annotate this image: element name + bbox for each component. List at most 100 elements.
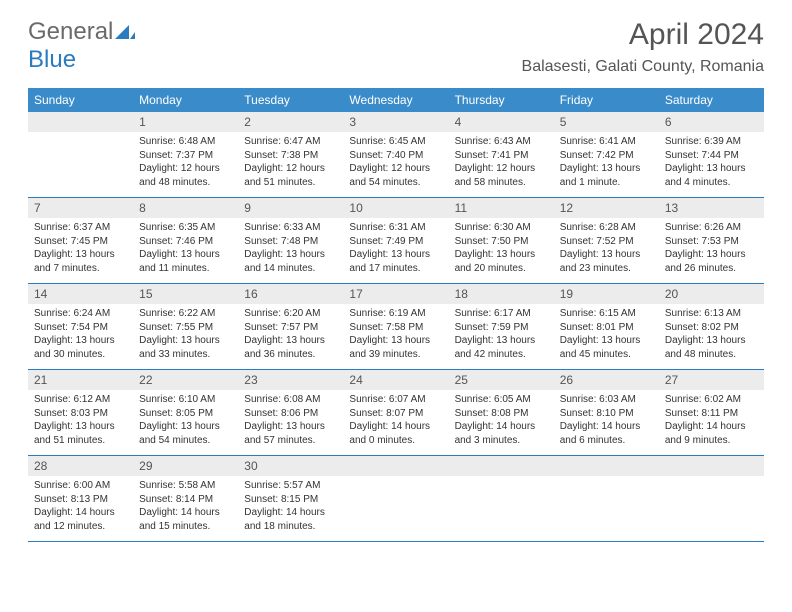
- sunrise-text: Sunrise: 6:22 AM: [139, 307, 232, 321]
- sunset-text: Sunset: 7:42 PM: [560, 149, 653, 163]
- calendar-day: 4Sunrise: 6:43 AMSunset: 7:41 PMDaylight…: [449, 112, 554, 197]
- day-number: 18: [449, 284, 554, 304]
- daylight1-text: Daylight: 14 hours: [349, 420, 442, 434]
- day-content: Sunrise: 6:10 AMSunset: 8:05 PMDaylight:…: [133, 390, 238, 455]
- calendar-day: 21Sunrise: 6:12 AMSunset: 8:03 PMDayligh…: [28, 370, 133, 455]
- day-content: Sunrise: 6:20 AMSunset: 7:57 PMDaylight:…: [238, 304, 343, 369]
- daylight1-text: Daylight: 13 hours: [665, 162, 758, 176]
- sunrise-text: Sunrise: 6:30 AM: [455, 221, 548, 235]
- sunset-text: Sunset: 7:52 PM: [560, 235, 653, 249]
- calendar-day: [28, 112, 133, 197]
- day-content: Sunrise: 6:41 AMSunset: 7:42 PMDaylight:…: [554, 132, 659, 197]
- day-number: [659, 456, 764, 476]
- sunset-text: Sunset: 7:50 PM: [455, 235, 548, 249]
- daylight1-text: Daylight: 13 hours: [244, 248, 337, 262]
- calendar-day: 27Sunrise: 6:02 AMSunset: 8:11 PMDayligh…: [659, 370, 764, 455]
- day-number: 5: [554, 112, 659, 132]
- day-content: Sunrise: 6:08 AMSunset: 8:06 PMDaylight:…: [238, 390, 343, 455]
- daylight2-text: and 12 minutes.: [34, 520, 127, 534]
- day-content: Sunrise: 6:19 AMSunset: 7:58 PMDaylight:…: [343, 304, 448, 369]
- daylight2-text: and 30 minutes.: [34, 348, 127, 362]
- sunrise-text: Sunrise: 6:12 AM: [34, 393, 127, 407]
- sunset-text: Sunset: 8:05 PM: [139, 407, 232, 421]
- sunrise-text: Sunrise: 6:31 AM: [349, 221, 442, 235]
- sunset-text: Sunset: 8:15 PM: [244, 493, 337, 507]
- daylight2-text: and 18 minutes.: [244, 520, 337, 534]
- day-content: Sunrise: 6:26 AMSunset: 7:53 PMDaylight:…: [659, 218, 764, 283]
- calendar-week: 1Sunrise: 6:48 AMSunset: 7:37 PMDaylight…: [28, 112, 764, 198]
- day-content: Sunrise: 6:43 AMSunset: 7:41 PMDaylight:…: [449, 132, 554, 197]
- day-number: 11: [449, 198, 554, 218]
- daylight1-text: Daylight: 14 hours: [34, 506, 127, 520]
- daylight2-text: and 45 minutes.: [560, 348, 653, 362]
- header: General Blue April 2024 Balasesti, Galat…: [0, 0, 792, 80]
- day-number: 7: [28, 198, 133, 218]
- sunset-text: Sunset: 7:37 PM: [139, 149, 232, 163]
- calendar-day: 22Sunrise: 6:10 AMSunset: 8:05 PMDayligh…: [133, 370, 238, 455]
- sunset-text: Sunset: 8:06 PM: [244, 407, 337, 421]
- calendar-day: 28Sunrise: 6:00 AMSunset: 8:13 PMDayligh…: [28, 456, 133, 541]
- calendar-day: 9Sunrise: 6:33 AMSunset: 7:48 PMDaylight…: [238, 198, 343, 283]
- sunrise-text: Sunrise: 6:28 AM: [560, 221, 653, 235]
- daylight1-text: Daylight: 13 hours: [139, 248, 232, 262]
- calendar-week: 14Sunrise: 6:24 AMSunset: 7:54 PMDayligh…: [28, 284, 764, 370]
- daylight1-text: Daylight: 12 hours: [349, 162, 442, 176]
- daylight1-text: Daylight: 13 hours: [665, 248, 758, 262]
- weekday-header: Sunday Monday Tuesday Wednesday Thursday…: [28, 88, 764, 112]
- calendar-day: [554, 456, 659, 541]
- location-text: Balasesti, Galati County, Romania: [522, 58, 764, 76]
- day-number: 26: [554, 370, 659, 390]
- daylight1-text: Daylight: 14 hours: [455, 420, 548, 434]
- brand-part2: Blue: [28, 46, 76, 73]
- daylight2-text: and 54 minutes.: [349, 176, 442, 190]
- sunrise-text: Sunrise: 6:35 AM: [139, 221, 232, 235]
- day-number: [449, 456, 554, 476]
- calendar-day: 20Sunrise: 6:13 AMSunset: 8:02 PMDayligh…: [659, 284, 764, 369]
- day-content: Sunrise: 6:07 AMSunset: 8:07 PMDaylight:…: [343, 390, 448, 455]
- sunset-text: Sunset: 7:41 PM: [455, 149, 548, 163]
- daylight1-text: Daylight: 13 hours: [560, 334, 653, 348]
- calendar-day: 17Sunrise: 6:19 AMSunset: 7:58 PMDayligh…: [343, 284, 448, 369]
- calendar-day: 25Sunrise: 6:05 AMSunset: 8:08 PMDayligh…: [449, 370, 554, 455]
- day-content: Sunrise: 6:03 AMSunset: 8:10 PMDaylight:…: [554, 390, 659, 455]
- day-number: 22: [133, 370, 238, 390]
- day-number: 2: [238, 112, 343, 132]
- sunset-text: Sunset: 8:07 PM: [349, 407, 442, 421]
- day-content: Sunrise: 6:30 AMSunset: 7:50 PMDaylight:…: [449, 218, 554, 283]
- daylight1-text: Daylight: 14 hours: [665, 420, 758, 434]
- calendar-day: 5Sunrise: 6:41 AMSunset: 7:42 PMDaylight…: [554, 112, 659, 197]
- daylight2-text: and 15 minutes.: [139, 520, 232, 534]
- day-number: 9: [238, 198, 343, 218]
- sunset-text: Sunset: 7:40 PM: [349, 149, 442, 163]
- day-content: [343, 476, 448, 532]
- day-number: 29: [133, 456, 238, 476]
- calendar-week: 7Sunrise: 6:37 AMSunset: 7:45 PMDaylight…: [28, 198, 764, 284]
- day-number: 15: [133, 284, 238, 304]
- daylight1-text: Daylight: 12 hours: [139, 162, 232, 176]
- sunrise-text: Sunrise: 6:41 AM: [560, 135, 653, 149]
- calendar-day: 26Sunrise: 6:03 AMSunset: 8:10 PMDayligh…: [554, 370, 659, 455]
- calendar-day: 14Sunrise: 6:24 AMSunset: 7:54 PMDayligh…: [28, 284, 133, 369]
- daylight2-text: and 54 minutes.: [139, 434, 232, 448]
- sunset-text: Sunset: 7:44 PM: [665, 149, 758, 163]
- sail-icon: [115, 18, 135, 46]
- daylight1-text: Daylight: 14 hours: [244, 506, 337, 520]
- day-number: 19: [554, 284, 659, 304]
- daylight2-text: and 9 minutes.: [665, 434, 758, 448]
- day-number: 6: [659, 112, 764, 132]
- daylight2-text: and 39 minutes.: [349, 348, 442, 362]
- daylight2-text: and 17 minutes.: [349, 262, 442, 276]
- calendar-day: 30Sunrise: 5:57 AMSunset: 8:15 PMDayligh…: [238, 456, 343, 541]
- day-content: Sunrise: 6:13 AMSunset: 8:02 PMDaylight:…: [659, 304, 764, 369]
- sunset-text: Sunset: 7:38 PM: [244, 149, 337, 163]
- sunset-text: Sunset: 8:10 PM: [560, 407, 653, 421]
- daylight2-text: and 26 minutes.: [665, 262, 758, 276]
- sunset-text: Sunset: 8:11 PM: [665, 407, 758, 421]
- weekday-label: Saturday: [659, 88, 764, 112]
- daylight2-text: and 0 minutes.: [349, 434, 442, 448]
- sunrise-text: Sunrise: 6:02 AM: [665, 393, 758, 407]
- daylight2-text: and 1 minute.: [560, 176, 653, 190]
- day-number: 3: [343, 112, 448, 132]
- day-number: 16: [238, 284, 343, 304]
- daylight1-text: Daylight: 12 hours: [244, 162, 337, 176]
